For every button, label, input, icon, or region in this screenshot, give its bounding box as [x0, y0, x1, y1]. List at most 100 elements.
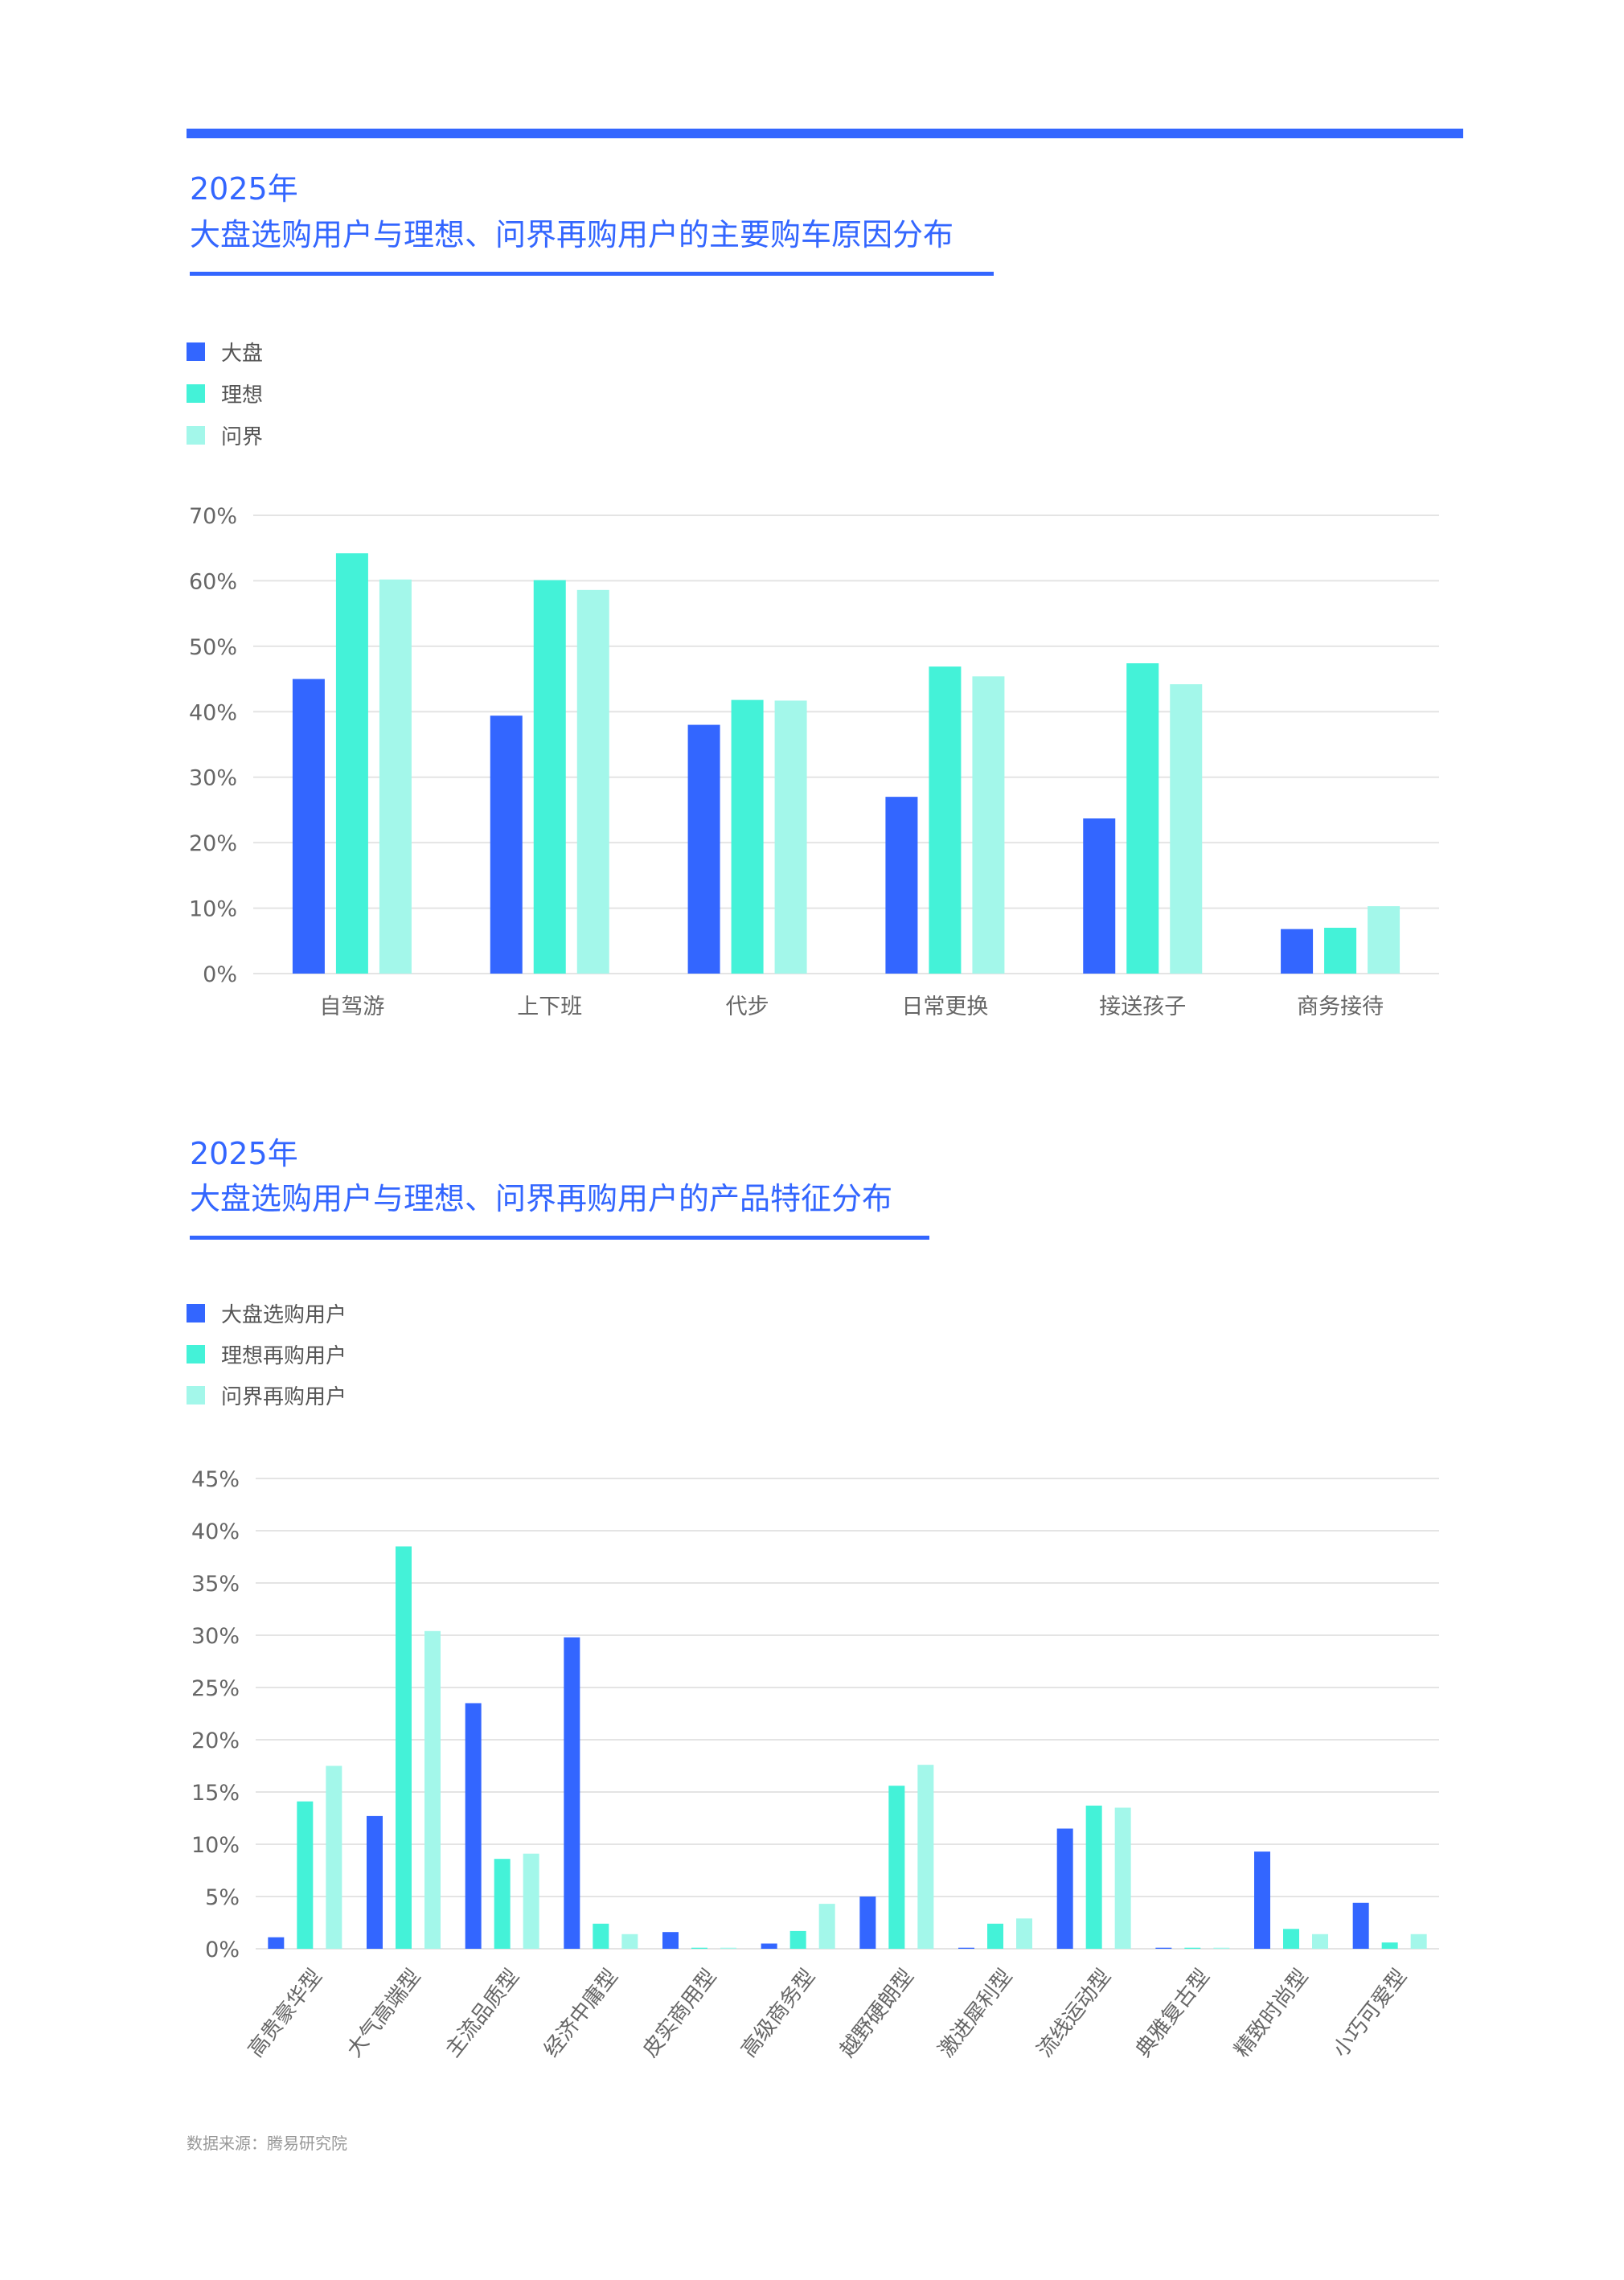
y-tick-label: 45% — [191, 1467, 240, 1492]
x-category-label: 皮实商用型 — [638, 1965, 722, 2062]
chart1-title: 大盘选购用户与理想、问界再购用户的主要购车原因分布 — [190, 217, 954, 252]
x-category-label: 经济中庸型 — [539, 1965, 623, 2062]
y-tick-label: 10% — [189, 897, 237, 922]
bar-blue — [292, 679, 325, 974]
bar-green — [987, 1923, 1003, 1949]
legend-label: 问界再购用户 — [221, 1384, 347, 1409]
bar-green — [929, 666, 962, 974]
bar-blue — [1352, 1902, 1369, 1949]
chart2-legend-item: 理想再购用户 — [187, 1343, 347, 1368]
bar-light — [1016, 1918, 1032, 1949]
bar-light — [1312, 1933, 1328, 1949]
legend-swatch — [187, 342, 205, 361]
x-category-label: 上下班 — [517, 994, 582, 1019]
bar-light — [379, 579, 412, 974]
bar-blue — [885, 797, 918, 974]
bar-green — [691, 1947, 707, 1949]
bar-blue — [1155, 1947, 1172, 1949]
y-tick-label: 60% — [189, 569, 237, 594]
bar-blue — [564, 1637, 580, 1949]
bar-light — [523, 1853, 539, 1949]
y-tick-label: 0% — [203, 962, 237, 987]
bar-green — [1283, 1929, 1299, 1949]
bar-green — [335, 553, 368, 974]
bar-green — [297, 1801, 314, 1949]
y-tick-label: 40% — [191, 1519, 240, 1544]
bar-blue — [367, 1815, 383, 1949]
chart2-product-features: 0% 5% 10% 15% 20% 25% 30% 35% 40% 45% 高贵豪华型 大气高端型 主流… — [191, 1467, 1439, 2062]
y-tick-label: 30% — [189, 766, 237, 791]
chart2-title-year: 2025年 — [190, 1136, 298, 1171]
bar-green — [1184, 1947, 1201, 1949]
legend-label: 问界 — [221, 424, 264, 449]
x-category-label: 接送孩子 — [1099, 994, 1186, 1019]
y-tick-label: 0% — [205, 1938, 240, 1962]
y-tick-label: 15% — [191, 1781, 240, 1806]
bar-light — [720, 1947, 736, 1949]
x-category-label: 商务接待 — [1297, 994, 1384, 1019]
bar-green — [533, 580, 566, 974]
x-category-label: 高级商务型 — [736, 1965, 820, 2062]
legend-swatch — [187, 1303, 205, 1322]
x-category-label: 自驾游 — [319, 994, 384, 1019]
chart1-legend-item: 大盘 — [187, 341, 263, 366]
bar-light — [1410, 1933, 1427, 1949]
chart1-legend-item: 问界 — [187, 424, 263, 449]
data-source: 数据来源：腾易研究院 — [187, 2134, 347, 2153]
x-category-label: 越野硬朗型 — [835, 1965, 919, 2062]
bar-blue — [958, 1947, 974, 1949]
bar-light — [1213, 1947, 1230, 1949]
x-category-label: 流线运动型 — [1032, 1965, 1116, 2062]
y-tick-label: 70% — [189, 504, 237, 529]
bar-green — [789, 1930, 806, 1949]
bar-blue — [268, 1937, 285, 1949]
chart1-title-underline — [190, 272, 994, 276]
legend-label: 理想再购用户 — [221, 1343, 347, 1368]
legend-swatch — [187, 425, 205, 445]
y-tick-label: 25% — [191, 1676, 240, 1701]
bar-light — [326, 1765, 342, 1949]
legend-label: 理想 — [221, 383, 264, 408]
top-accent-bar — [187, 129, 1463, 138]
x-category-label: 典雅复古型 — [1131, 1965, 1215, 2062]
bar-green — [1324, 928, 1357, 974]
y-tick-label: 30% — [191, 1624, 240, 1649]
bar-green — [1085, 1805, 1102, 1949]
legend-swatch — [187, 1344, 205, 1363]
y-tick-label: 5% — [205, 1885, 240, 1910]
bar-light — [621, 1933, 638, 1949]
bar-light — [774, 700, 807, 974]
chart2-legend-item: 大盘选购用户 — [187, 1302, 347, 1327]
x-category-label: 小巧可爱型 — [1328, 1965, 1412, 2062]
bar-blue — [465, 1703, 482, 1949]
bar-green — [1381, 1942, 1398, 1949]
bar-blue — [1056, 1828, 1073, 1949]
x-category-label: 大气高端型 — [342, 1965, 426, 2062]
bar-blue — [662, 1932, 679, 1949]
bar-light — [1114, 1807, 1131, 1949]
bar-blue — [1083, 818, 1116, 974]
bar-light — [1170, 684, 1203, 974]
y-tick-label: 50% — [189, 635, 237, 660]
legend-swatch — [187, 383, 205, 403]
x-category-label: 精致时尚型 — [1230, 1965, 1314, 2062]
bar-green — [1126, 663, 1159, 974]
y-tick-label: 40% — [189, 700, 237, 725]
chart2-legend-item: 问界再购用户 — [187, 1384, 347, 1409]
y-tick-label: 10% — [191, 1833, 240, 1858]
x-category-label: 激进犀利型 — [934, 1965, 1018, 2062]
bar-green — [494, 1859, 511, 1949]
chart1-title-year: 2025年 — [190, 171, 298, 207]
bar-light — [917, 1765, 934, 1949]
x-category-label: 主流品质型 — [441, 1965, 524, 2062]
y-tick-label: 20% — [191, 1728, 240, 1753]
x-category-label: 日常更换 — [901, 994, 988, 1019]
bar-blue — [1281, 929, 1314, 974]
bar-green — [593, 1923, 609, 1949]
y-tick-label: 35% — [191, 1572, 240, 1597]
bar-green — [396, 1546, 412, 1949]
legend-label: 大盘 — [221, 341, 264, 366]
chart2-title-underline — [190, 1236, 929, 1240]
bar-light — [972, 676, 1005, 974]
bar-green — [731, 699, 764, 974]
